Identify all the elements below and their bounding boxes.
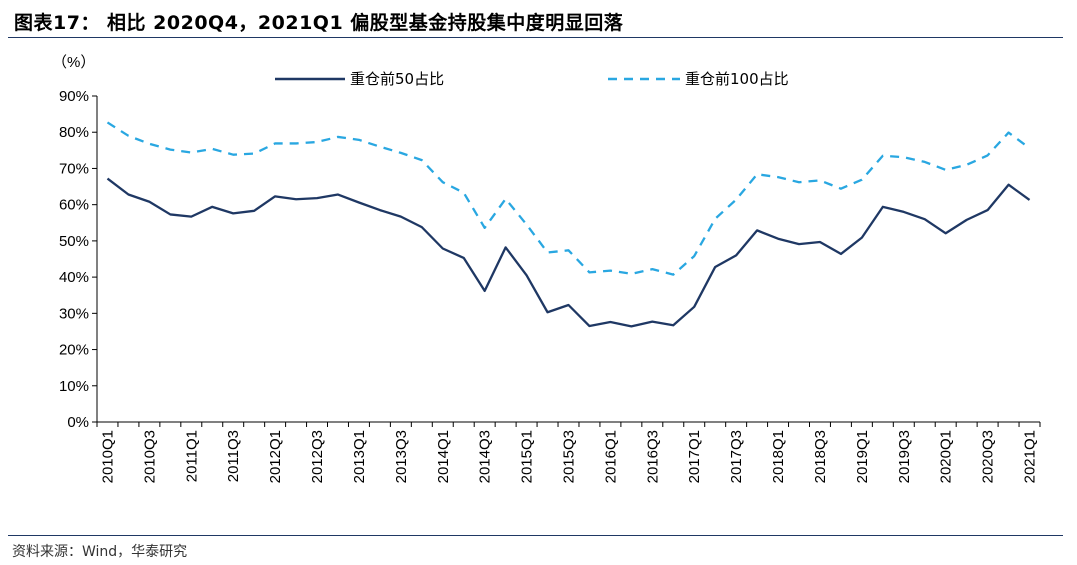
title-rule <box>8 37 1063 38</box>
x-tick-label: 2014Q3 <box>477 430 494 483</box>
series-lines <box>106 121 1031 328</box>
x-tick-label: 2015Q3 <box>561 430 578 483</box>
x-tick-label: 2012Q1 <box>267 430 284 483</box>
x-tick-label: 2017Q1 <box>686 430 703 483</box>
x-tick-label: 2015Q1 <box>519 430 536 483</box>
line-chart: 0%10%20%30%40%50%60%70%80%90% 2010Q1 2010… <box>52 54 1041 483</box>
y-tick-label: 90% <box>59 88 89 105</box>
x-tick-label: 2012Q3 <box>309 430 326 483</box>
chart-axes <box>92 95 1041 427</box>
x-tick-label: 2014Q1 <box>435 430 452 483</box>
x-tick-label: 2010Q1 <box>99 430 116 483</box>
x-tick-label: 2018Q1 <box>770 430 787 483</box>
chart-title: 图表17： 相比 2020Q4，2021Q1 偏股型基金持股集中度明显回落 <box>14 12 624 34</box>
y-tick-label: 70% <box>59 160 89 177</box>
y-tick-label: 0% <box>67 414 89 431</box>
x-tick-label: 2019Q3 <box>896 430 913 483</box>
series-line-top100 <box>106 121 1031 276</box>
y-tick-label: 20% <box>59 342 89 359</box>
series-line-top50 <box>106 177 1031 328</box>
y-tick-labels: 0% 10% 20% 30% 40% 50% 60% 70% 80% 90% <box>59 88 89 431</box>
y-tick-label: 10% <box>59 378 89 395</box>
x-tick-label: 2020Q1 <box>938 430 955 483</box>
y-tick-label: 80% <box>59 124 89 141</box>
x-tick-label: 2016Q1 <box>602 430 619 483</box>
x-tick-labels: 2010Q1 2010Q3 2011Q1 2011Q3 2012Q1 2012Q3 2013… <box>99 430 1038 483</box>
x-tick-label: 2010Q3 <box>141 430 158 483</box>
y-axis-unit-label: （%） <box>52 54 95 71</box>
x-tick-label: 2011Q1 <box>183 430 200 482</box>
legend-label-top50: 重仓前50占比 <box>350 70 444 88</box>
source-note: 资料来源：Wind，华泰研究 <box>12 544 188 560</box>
x-tick-label: 2017Q3 <box>728 430 745 483</box>
x-tick-label: 2011Q3 <box>225 430 242 482</box>
y-tick-label: 40% <box>59 269 89 286</box>
x-tick-label: 2020Q3 <box>980 430 997 483</box>
y-tick-label: 30% <box>59 305 89 322</box>
y-tick-label: 50% <box>59 233 89 250</box>
x-tick-label: 2013Q1 <box>351 430 368 483</box>
x-tick-label: 2018Q3 <box>812 430 829 483</box>
x-tick-label: 2016Q3 <box>644 430 661 483</box>
legend: 重仓前50占比 重仓前100占比 <box>275 70 789 88</box>
legend-label-top100: 重仓前100占比 <box>685 70 789 88</box>
footer-rule <box>8 535 1063 536</box>
x-tick-label: 2013Q3 <box>393 430 410 483</box>
x-tick-label: 2019Q1 <box>854 430 871 483</box>
y-tick-label: 60% <box>59 197 89 214</box>
x-tick-label: 2021Q1 <box>1022 430 1039 483</box>
